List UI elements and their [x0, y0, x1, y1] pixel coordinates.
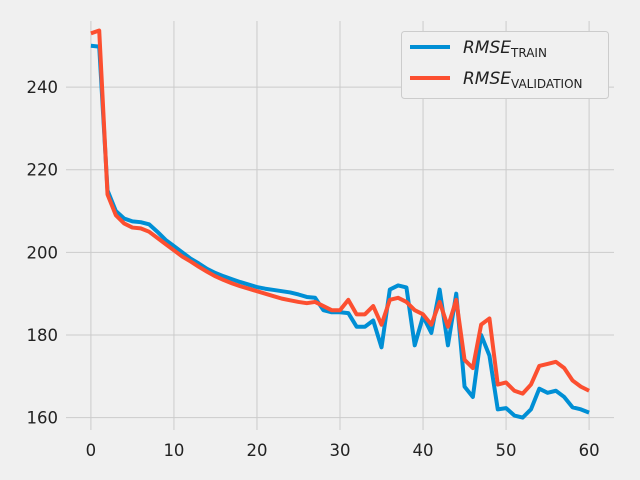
series-line-train — [90, 43, 590, 420]
y-tick-label: 220 — [27, 161, 59, 180]
series-lines — [90, 28, 590, 420]
y-tick-label: 180 — [27, 326, 59, 345]
x-tick-label: 0 — [86, 441, 97, 460]
x-tick-label: 10 — [163, 441, 184, 460]
x-tick-label: 50 — [496, 441, 517, 460]
legend: RMSETRAIN RMSEVALIDATION — [401, 31, 609, 99]
y-tick-label: 160 — [27, 409, 59, 428]
y-tick-label: 200 — [27, 243, 59, 262]
x-tick-label: 60 — [579, 441, 600, 460]
legend-label-validation: RMSEVALIDATION — [463, 69, 583, 91]
series-line-validation — [90, 28, 590, 396]
x-tick-label: 20 — [246, 441, 267, 460]
legend-label-train: RMSETRAIN — [463, 38, 547, 60]
y-tick-label: 240 — [27, 78, 59, 97]
legend-box — [401, 31, 609, 99]
x-tick-label: 40 — [413, 441, 434, 460]
x-axis-ticks: 0 10 20 30 40 50 60 — [86, 441, 600, 460]
x-tick-label: 30 — [330, 441, 351, 460]
y-axis-ticks: 160 180 200 220 240 — [27, 78, 59, 428]
grid-lines — [66, 21, 614, 430]
